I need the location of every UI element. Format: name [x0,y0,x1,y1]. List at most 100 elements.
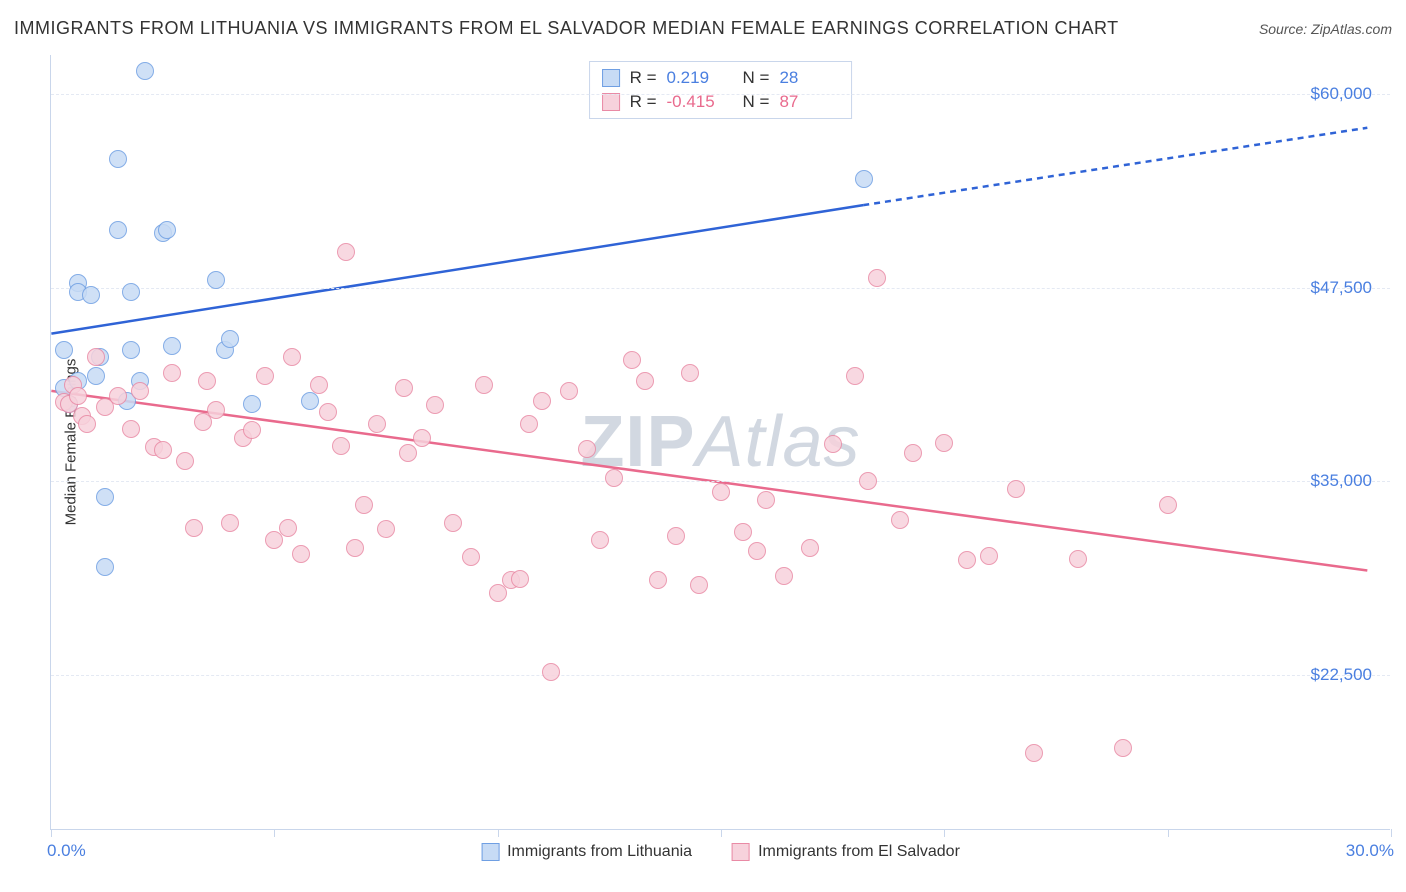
point-elsalvador [337,243,355,261]
legend-label: Immigrants from Lithuania [507,843,692,861]
point-elsalvador [207,401,225,419]
y-tick-label: $60,000 [1311,84,1372,104]
point-elsalvador [560,382,578,400]
point-elsalvador [533,392,551,410]
point-elsalvador [355,496,373,514]
point-lithuania [96,488,114,506]
legend-label: Immigrants from El Salvador [758,843,960,861]
stats-row-lithuania: R = 0.219 N = 28 [602,66,840,90]
x-tick [51,829,52,837]
point-elsalvador [824,435,842,453]
point-elsalvador [256,367,274,385]
point-elsalvador [1007,480,1025,498]
point-elsalvador [935,434,953,452]
point-elsalvador [667,527,685,545]
point-lithuania [55,341,73,359]
point-elsalvador [605,469,623,487]
watermark: ZIPAtlas [580,401,860,483]
point-lithuania [109,221,127,239]
x-min-label: 0.0% [47,841,86,861]
point-elsalvador [801,539,819,557]
point-elsalvador [1159,496,1177,514]
point-elsalvador [868,269,886,287]
point-elsalvador [591,531,609,549]
swatch-icon [602,69,620,87]
point-elsalvador [578,440,596,458]
point-elsalvador [185,519,203,537]
point-lithuania [136,62,154,80]
point-elsalvador [511,570,529,588]
point-elsalvador [319,403,337,421]
swatch-icon [732,843,750,861]
point-elsalvador [154,441,172,459]
swatch-icon [481,843,499,861]
x-tick [1168,829,1169,837]
point-elsalvador [444,514,462,532]
point-elsalvador [131,382,149,400]
point-elsalvador [395,379,413,397]
point-lithuania [158,221,176,239]
point-lithuania [207,271,225,289]
point-lithuania [96,558,114,576]
point-elsalvador [87,348,105,366]
point-elsalvador [649,571,667,589]
y-tick-label: $22,500 [1311,665,1372,685]
point-elsalvador [399,444,417,462]
point-elsalvador [757,491,775,509]
legend-item-elsalvador: Immigrants from El Salvador [732,843,960,861]
point-elsalvador [904,444,922,462]
point-elsalvador [520,415,538,433]
point-lithuania [855,170,873,188]
source-label: Source: ZipAtlas.com [1259,21,1392,37]
point-elsalvador [748,542,766,560]
gridline [51,94,1390,95]
x-tick [498,829,499,837]
point-elsalvador [69,387,87,405]
point-elsalvador [846,367,864,385]
x-tick [1391,829,1392,837]
point-elsalvador [346,539,364,557]
point-elsalvador [891,511,909,529]
point-lithuania [301,392,319,410]
point-lithuania [243,395,261,413]
point-lithuania [87,367,105,385]
point-lithuania [122,341,140,359]
stats-box: R = 0.219 N = 28 R = -0.415 N = 87 [589,61,853,119]
point-elsalvador [712,483,730,501]
point-elsalvador [243,421,261,439]
point-elsalvador [690,576,708,594]
point-elsalvador [377,520,395,538]
x-tick [274,829,275,837]
point-elsalvador [1069,550,1087,568]
point-elsalvador [462,548,480,566]
y-tick-label: $35,000 [1311,471,1372,491]
x-tick [944,829,945,837]
point-elsalvador [681,364,699,382]
gridline [51,675,1390,676]
bottom-legend: Immigrants from Lithuania Immigrants fro… [481,843,960,861]
point-elsalvador [636,372,654,390]
point-elsalvador [221,514,239,532]
point-lithuania [163,337,181,355]
point-lithuania [109,150,127,168]
point-elsalvador [292,545,310,563]
point-lithuania [82,286,100,304]
point-elsalvador [78,415,96,433]
point-elsalvador [426,396,444,414]
x-max-label: 30.0% [1346,841,1394,861]
point-elsalvador [310,376,328,394]
gridline [51,481,1390,482]
point-elsalvador [163,364,181,382]
point-elsalvador [368,415,386,433]
point-lithuania [122,283,140,301]
point-lithuania [221,330,239,348]
point-elsalvador [198,372,216,390]
point-elsalvador [1114,739,1132,757]
point-elsalvador [623,351,641,369]
point-elsalvador [413,429,431,447]
chart-title: IMMIGRANTS FROM LITHUANIA VS IMMIGRANTS … [14,18,1119,39]
point-elsalvador [980,547,998,565]
point-elsalvador [1025,744,1043,762]
point-elsalvador [109,387,127,405]
point-elsalvador [332,437,350,455]
